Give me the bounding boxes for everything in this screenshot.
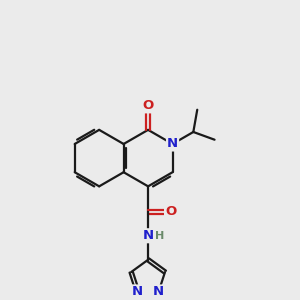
Text: O: O bbox=[142, 99, 154, 112]
Text: N: N bbox=[167, 137, 178, 151]
Text: N: N bbox=[132, 286, 143, 298]
Text: N: N bbox=[142, 229, 154, 242]
Text: N: N bbox=[153, 286, 164, 298]
Text: O: O bbox=[165, 205, 176, 218]
Text: H: H bbox=[155, 231, 164, 241]
